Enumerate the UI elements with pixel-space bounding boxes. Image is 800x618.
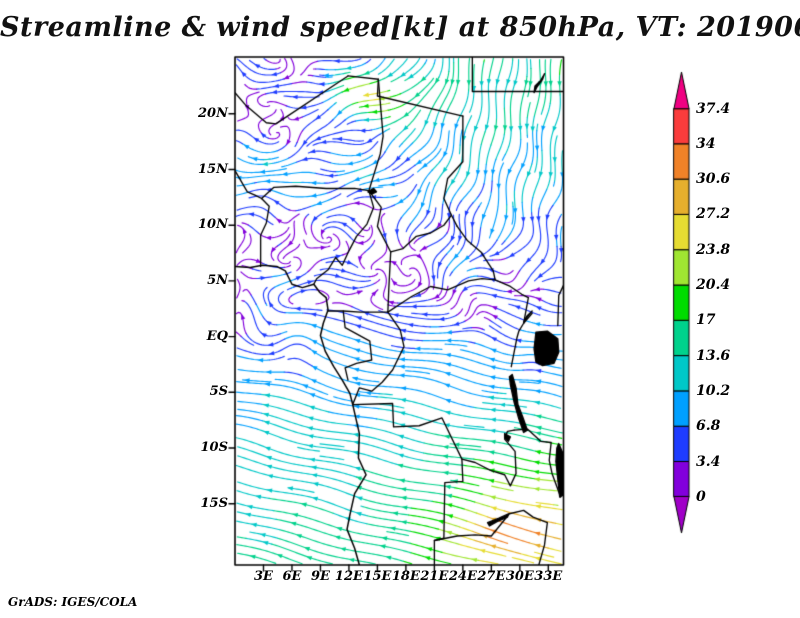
x-tick-label: 12E xyxy=(334,569,363,584)
colorbar-tick-label: 37.4 xyxy=(696,100,731,117)
y-tick-label: EQ xyxy=(206,328,228,344)
plot-title: Streamline & wind speed[kt] at 850hPa, V… xyxy=(0,12,800,43)
x-tick-label: 18E xyxy=(391,569,420,584)
x-tick-label: 9E xyxy=(310,569,330,584)
y-tick-label: 15S xyxy=(200,495,228,511)
colorbar-tick-label: 23.8 xyxy=(696,241,731,258)
x-tick-label: 27E xyxy=(477,569,506,584)
y-tick-label: 15N xyxy=(198,161,228,177)
y-tick-label: 5S xyxy=(209,384,228,400)
colorbar-tick-label: 30.6 xyxy=(696,171,731,188)
x-tick-label: 24E xyxy=(448,569,477,584)
x-tick-label: 21E xyxy=(420,569,449,584)
colorbar-tick-label: 34 xyxy=(696,135,716,152)
colorbar-tick-label: 20.4 xyxy=(696,277,731,293)
colorbar-tick-label: 13.6 xyxy=(696,347,731,364)
y-tick-label: 10S xyxy=(200,440,228,456)
x-tick-label: 33E xyxy=(534,569,563,584)
y-tick-label: 10N xyxy=(198,217,228,233)
colorbar-tick-label: 27.2 xyxy=(696,206,731,223)
grads-credit: GrADS: IGES/COLA xyxy=(8,595,138,609)
colorbar-tick-label: 0 xyxy=(696,488,706,505)
colorbar-tick-label: 3.4 xyxy=(696,453,721,470)
colorbar-tick-label: 10.2 xyxy=(696,382,731,399)
y-tick-label: 20N xyxy=(198,105,228,121)
colorbar-tick-label: 17 xyxy=(696,312,716,329)
x-tick-label: 15E xyxy=(363,569,392,584)
y-tick-label: 5N xyxy=(207,272,228,288)
colorbar-tick-label: 6.8 xyxy=(696,418,721,435)
x-tick-label: 30E xyxy=(505,569,534,584)
x-tick-label: 3E xyxy=(253,569,273,584)
x-tick-label: 6E xyxy=(282,569,302,584)
